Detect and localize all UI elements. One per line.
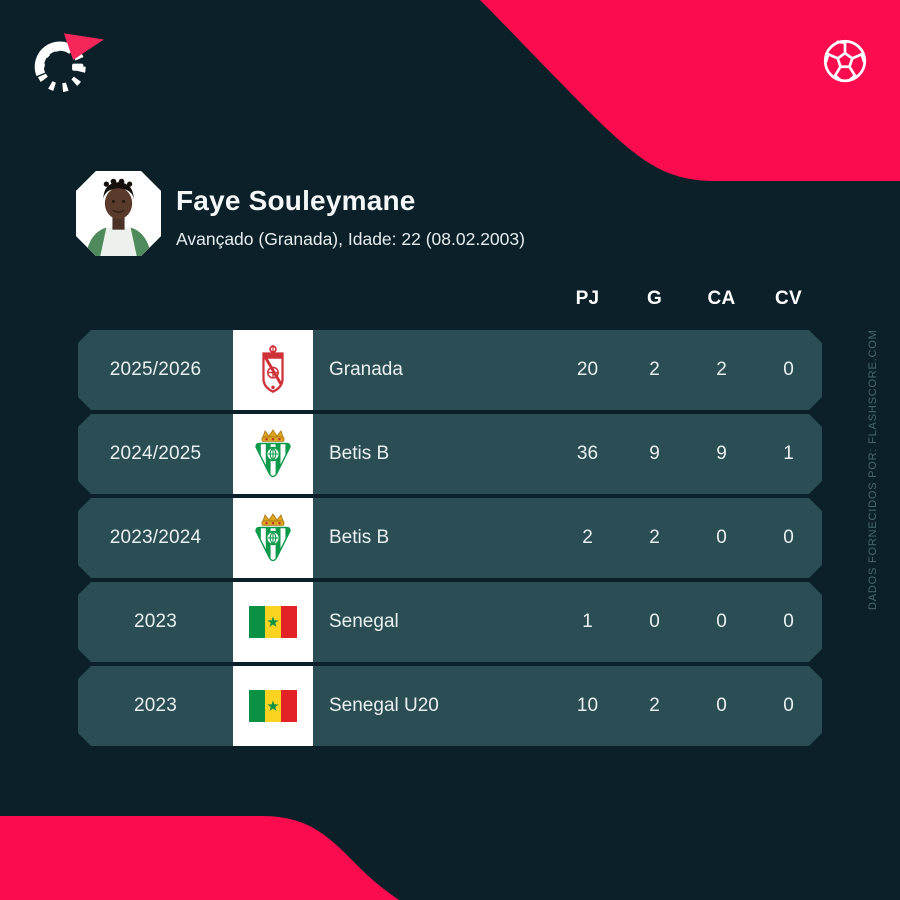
stat-pj: 10 xyxy=(576,695,599,716)
football-icon xyxy=(823,39,867,83)
stat-cv: 1 xyxy=(783,443,794,464)
stat-cv: 0 xyxy=(783,359,794,380)
season-label: 2023/2024 xyxy=(109,527,202,548)
column-header-cv: CV xyxy=(775,288,802,309)
senegal-flag-icon xyxy=(249,680,297,732)
flashscore-logo-icon xyxy=(34,33,104,93)
column-header-g: G xyxy=(646,288,663,309)
season-label: 2023 xyxy=(133,695,178,716)
column-header-ca: CA xyxy=(707,288,736,309)
stat-pj: 20 xyxy=(576,359,599,380)
stat-ca: 2 xyxy=(716,359,727,380)
table-row: 2024/2025 Betis B 36 9 9 1 xyxy=(78,414,822,494)
team-name: Granada xyxy=(329,359,403,380)
table-row: 2025/2026 Granada 20 2 2 0 xyxy=(78,330,822,410)
team-badge xyxy=(233,666,313,746)
table-row: 2023 Senegal 1 0 0 0 xyxy=(78,582,822,662)
team-badge xyxy=(233,582,313,662)
season-label: 2025/2026 xyxy=(109,359,202,380)
betis-crest-icon xyxy=(249,512,297,564)
betis-crest-icon xyxy=(249,428,297,480)
column-header-pj: PJ xyxy=(575,288,600,309)
stat-ca: 0 xyxy=(716,695,727,716)
team-badge xyxy=(233,414,313,494)
team-name: Senegal xyxy=(329,611,399,632)
stat-ca: 0 xyxy=(716,527,727,548)
granada-crest-icon xyxy=(249,344,297,396)
table-header-row: PJ G CA CV xyxy=(78,284,822,314)
table-row: 2023/2024 Betis B 2 2 0 0 xyxy=(78,498,822,578)
stat-ca: 9 xyxy=(716,443,727,464)
stat-cv: 0 xyxy=(783,611,794,632)
player-details: Avançado (Granada), Idade: 22 (08.02.200… xyxy=(176,229,525,249)
stat-g: 2 xyxy=(649,359,660,380)
stat-cv: 0 xyxy=(783,527,794,548)
team-badge xyxy=(233,498,313,578)
team-name: Senegal U20 xyxy=(329,695,439,716)
season-stats-table: PJ G CA CV 2025/2026 Granada 20 2 2 0 20… xyxy=(78,284,822,750)
season-label: 2024/2025 xyxy=(109,443,202,464)
stat-pj: 2 xyxy=(582,527,593,548)
stat-g: 2 xyxy=(649,527,660,548)
team-name: Betis B xyxy=(329,527,390,548)
season-label: 2023 xyxy=(133,611,178,632)
player-header: Faye Souleymane Avançado (Granada), Idad… xyxy=(76,171,826,257)
team-name: Betis B xyxy=(329,443,390,464)
data-provider-watermark: DADOS FORNECIDOS POR: FLASHSCORE.COM xyxy=(867,329,879,611)
table-row: 2023 Senegal U20 10 2 0 0 xyxy=(78,666,822,746)
senegal-flag-icon xyxy=(249,596,297,648)
team-badge xyxy=(233,330,313,410)
player-photo xyxy=(76,171,161,256)
player-name: Faye Souleymane xyxy=(176,185,416,216)
stat-pj: 1 xyxy=(582,611,593,632)
season-table-body: 2025/2026 Granada 20 2 2 0 2024/2025 Bet… xyxy=(78,330,822,746)
stat-g: 9 xyxy=(649,443,660,464)
stat-cv: 0 xyxy=(783,695,794,716)
stat-g: 2 xyxy=(649,695,660,716)
stat-ca: 0 xyxy=(716,611,727,632)
stat-pj: 36 xyxy=(576,443,599,464)
stat-g: 0 xyxy=(649,611,660,632)
